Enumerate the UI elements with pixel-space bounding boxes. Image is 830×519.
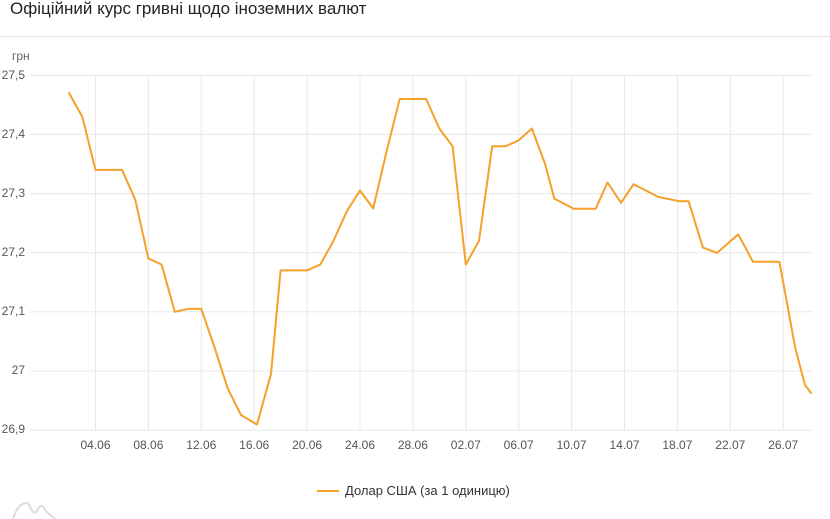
svg-text:10.07: 10.07: [557, 438, 587, 452]
svg-text:16.06: 16.06: [239, 438, 269, 452]
svg-text:26.07: 26.07: [768, 438, 798, 452]
svg-text:22.07: 22.07: [715, 438, 745, 452]
svg-text:04.06: 04.06: [80, 438, 110, 452]
svg-text:27,3: 27,3: [2, 186, 26, 200]
svg-text:грн: грн: [12, 49, 30, 63]
svg-text:18.07: 18.07: [662, 438, 692, 452]
svg-text:20.06: 20.06: [292, 438, 322, 452]
svg-text:27,5: 27,5: [2, 68, 26, 82]
svg-text:27: 27: [12, 363, 26, 377]
svg-text:28.06: 28.06: [398, 438, 428, 452]
svg-text:24.06: 24.06: [345, 438, 375, 452]
svg-text:06.07: 06.07: [504, 438, 534, 452]
svg-text:08.06: 08.06: [133, 438, 163, 452]
svg-text:27,4: 27,4: [2, 127, 26, 141]
svg-text:26,9: 26,9: [2, 422, 26, 436]
svg-text:14.07: 14.07: [609, 438, 639, 452]
svg-text:27,2: 27,2: [2, 245, 26, 259]
svg-text:12.06: 12.06: [186, 438, 216, 452]
svg-text:27,1: 27,1: [2, 304, 26, 318]
svg-text:02.07: 02.07: [451, 438, 481, 452]
